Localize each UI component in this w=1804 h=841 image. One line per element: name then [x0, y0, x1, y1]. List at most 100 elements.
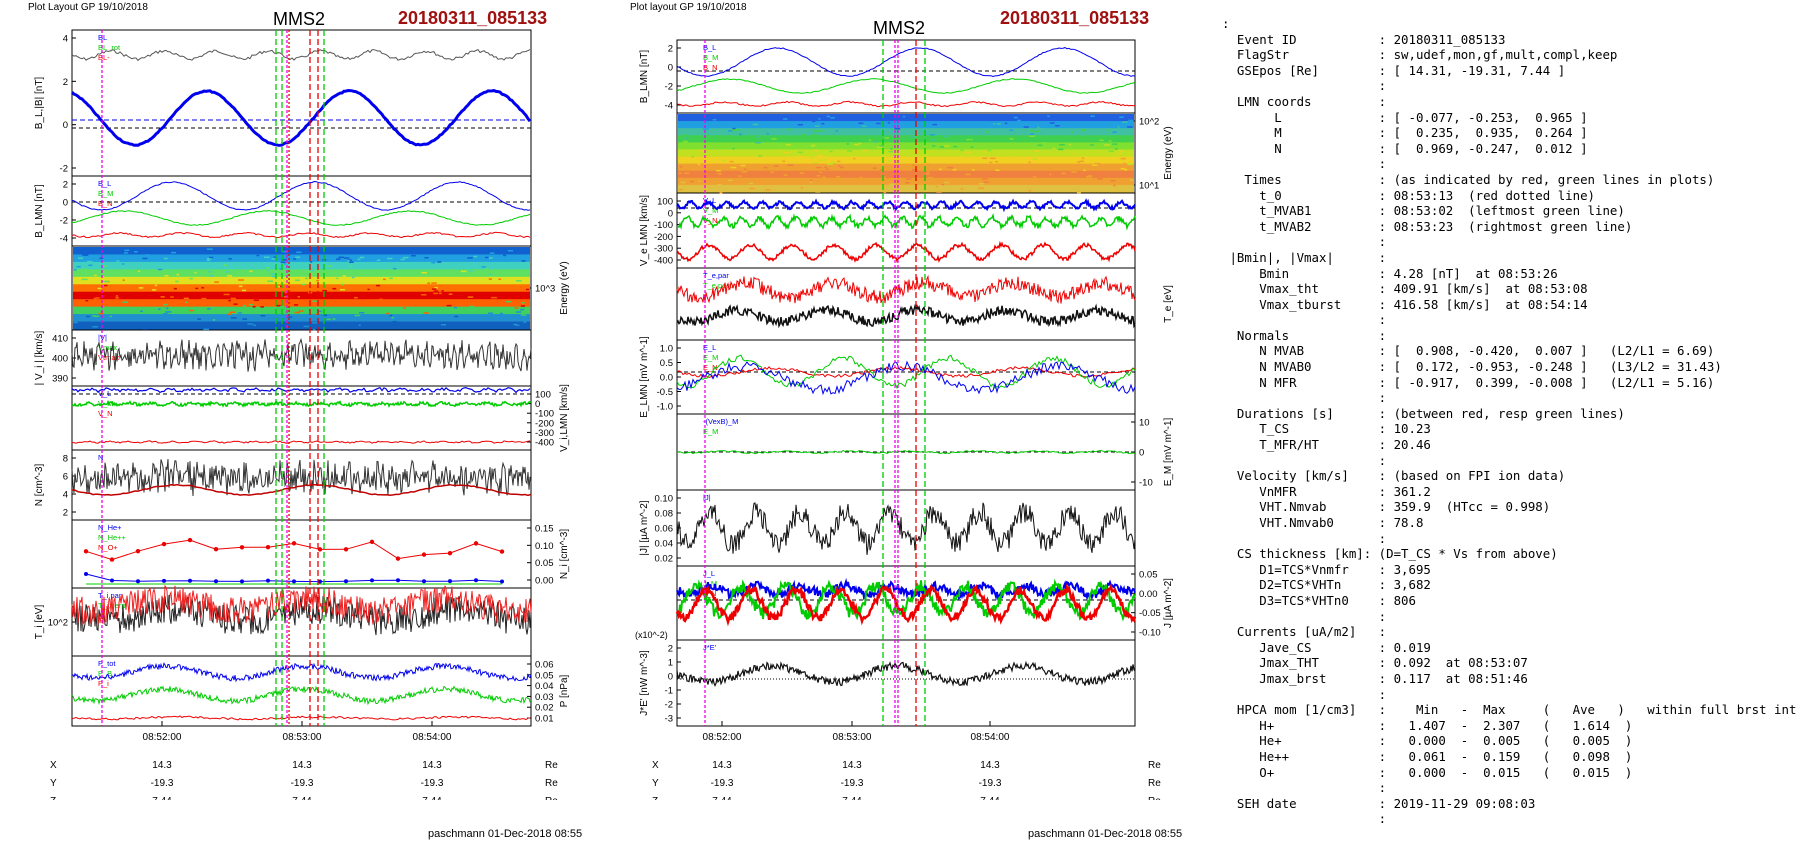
data-point [110, 578, 114, 583]
info-line: N MVAB : [ 0.908, -0.420, 0.007 ] (L2/L1… [1222, 343, 1715, 359]
spectrogram-speckle [682, 140, 688, 143]
spectrogram-speckle [1097, 178, 1103, 180]
spectrogram-speckle [736, 116, 741, 118]
legend-entry: B_L [98, 179, 111, 188]
spectrogram-speckle [926, 171, 930, 173]
legend-entry: V_M [703, 206, 718, 215]
y-tick-label: 2 [668, 44, 673, 55]
spectrogram-speckle [960, 149, 964, 152]
spectrogram-speckle [883, 191, 887, 194]
spectrogram-speckle [797, 151, 803, 154]
info-line: Times : (as indicated by red, green line… [1222, 171, 1715, 187]
spectrogram-speckle [242, 318, 248, 320]
spectrogram-speckle [425, 251, 432, 254]
data-point [83, 549, 89, 554]
spectrogram-speckle [836, 175, 840, 178]
spectrogram-speckle [978, 135, 983, 137]
spectrogram-speckle [170, 296, 174, 298]
series-line [70, 88, 532, 147]
spectrogram-speckle [468, 270, 473, 272]
panel-frame [71, 29, 532, 177]
spectrogram-speckle [895, 162, 900, 164]
info-line: T_MFR/HT : 20.46 [1222, 437, 1431, 453]
spectrogram-speckle [354, 296, 358, 299]
spectrogram-speckle [423, 312, 429, 314]
series-line [71, 386, 531, 394]
info-line: : [1222, 780, 1387, 796]
spectrogram-speckle [209, 256, 214, 259]
spectrogram-speckle [520, 305, 525, 307]
spectrogram-speckle [133, 251, 138, 253]
spectrogram-speckle [1049, 173, 1052, 176]
series-line [676, 47, 1136, 78]
position-row-label: Z [652, 796, 658, 800]
spectrogram-speckle [85, 299, 89, 302]
spectrogram-speckle [824, 166, 828, 169]
info-line: D2=TCS*VHTn : 3,682 [1222, 577, 1431, 593]
series-line [676, 240, 1136, 263]
spectrogram-speckle [995, 169, 1000, 171]
spectrogram-speckle [732, 147, 735, 150]
spectrogram-speckle [813, 130, 817, 132]
spectrogram-speckle [1071, 171, 1077, 173]
spectrogram-band [678, 149, 1134, 158]
data-point [240, 579, 244, 584]
spectrogram-speckle [1117, 153, 1122, 155]
info-line: D1=TCS*Vnmfr : 3,695 [1222, 561, 1431, 577]
legend-entry: BL- [98, 53, 110, 62]
spectrogram-speckle [1112, 131, 1118, 133]
spectrogram-speckle [498, 278, 501, 280]
spectrogram-speckle [817, 130, 824, 132]
spectrogram-speckle [858, 142, 862, 145]
series-line [71, 231, 531, 239]
spectrogram-speckle [1038, 170, 1045, 173]
spectrogram-speckle [312, 328, 316, 331]
spectrogram-band [678, 184, 1134, 193]
y-tick-label: 1 [668, 658, 673, 669]
spectrogram-speckle [121, 263, 125, 265]
y-tick-label: 0.10 [655, 494, 674, 505]
spectrogram-speckle [1092, 164, 1098, 166]
spectrogram-speckle [223, 293, 230, 296]
y-tick-label: 4 [63, 490, 68, 501]
spectrogram-speckle [691, 155, 694, 158]
spectrogram-speckle [284, 263, 287, 265]
series-line [71, 685, 532, 706]
data-point [161, 541, 167, 547]
spectrogram-speckle [227, 313, 232, 315]
info-line: He+ : 0.000 - 0.005 ( 0.005 ) [1222, 733, 1633, 749]
y-tick-label: 100 [535, 390, 551, 401]
spectrogram-speckle [154, 284, 158, 287]
spectrogram-speckle [819, 159, 823, 162]
legend-entry: J*E' [703, 643, 717, 652]
left-event-label: 20180311_085133 [398, 8, 548, 28]
spectrogram-speckle [739, 133, 742, 136]
spectrogram-speckle [310, 269, 315, 272]
spectrogram-speckle [292, 258, 297, 260]
spectrogram-speckle [454, 315, 459, 318]
left-plot-footer: paschmann 01-Dec-2018 08:55 [428, 828, 583, 840]
y-axis-label: N_i [cm^-3] [559, 529, 570, 579]
spectrogram-speckle [932, 145, 936, 147]
spectrogram-speckle [315, 313, 319, 315]
legend-entry: J_L [703, 569, 715, 578]
spectrogram-speckle [944, 181, 950, 184]
y-tick-label: -0.05 [1139, 608, 1161, 619]
spectrogram-speckle [939, 146, 945, 148]
spectrogram-speckle [488, 312, 493, 315]
spectrogram-speckle [336, 277, 339, 280]
spectrogram-band [678, 156, 1134, 165]
series-line [676, 354, 1136, 390]
info-line: He++ : 0.061 - 0.159 ( 0.098 ) [1222, 748, 1633, 764]
series-line [676, 365, 1136, 378]
spectrogram-speckle [203, 328, 210, 331]
y-tick-label: -2 [60, 216, 68, 227]
spectrogram-speckle [138, 287, 144, 289]
position-value: -19.3 [291, 778, 314, 789]
spectrogram-speckle [521, 302, 525, 304]
position-value: 7.44 [152, 796, 172, 800]
spectrogram-speckle [489, 252, 495, 254]
spectrogram-speckle [995, 160, 999, 163]
y-axis-label: J*E' [nW m^-3] [639, 650, 650, 716]
data-point [187, 537, 193, 543]
